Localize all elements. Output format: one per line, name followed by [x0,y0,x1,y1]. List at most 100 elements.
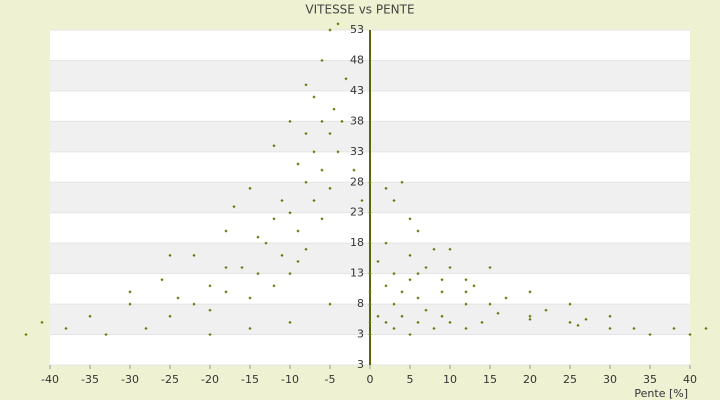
point [272,144,276,148]
point [336,22,340,26]
point [320,58,324,63]
point [256,272,260,276]
point [368,332,372,337]
y-tick-label: 43 [350,84,364,97]
point [320,217,324,221]
point [448,265,452,270]
point [272,217,276,221]
x-tick-label: 40 [683,373,697,386]
x-tick-label: 35 [643,373,657,386]
x-tick-label: 5 [407,373,414,386]
point [424,308,428,312]
point [496,311,500,315]
point [528,314,532,318]
point [336,150,340,154]
point [368,302,372,306]
point [304,247,308,251]
point [384,241,388,245]
point [304,180,308,184]
y-tick-label: 3 [357,358,364,371]
point [384,186,388,190]
point [448,320,452,324]
point [248,326,252,331]
point [544,308,548,312]
point [368,272,372,276]
point [344,77,348,81]
point [144,326,148,331]
point [224,229,228,233]
point [240,265,244,270]
point [632,326,636,331]
point [576,323,580,328]
point [528,317,532,321]
point [128,302,132,306]
point [416,296,420,300]
point [488,265,492,270]
x-tick-label: -5 [325,373,336,386]
point [584,317,588,321]
point [280,198,284,203]
x-tick-label: 25 [563,373,577,386]
point [288,211,292,215]
point [400,180,404,184]
point [332,107,336,111]
point [400,290,404,294]
point [376,259,380,264]
x-tick-label: -10 [281,373,299,386]
point [488,302,492,306]
point [408,278,412,282]
point [408,253,412,257]
point [208,284,212,288]
point [424,265,428,270]
point [296,229,300,233]
point [392,302,396,306]
y-tick-label: 8 [357,297,364,310]
x-tick-label: -30 [121,373,139,386]
point [480,320,484,324]
point [416,272,420,276]
point [448,247,452,251]
point [568,320,572,324]
point [408,217,412,221]
point [208,332,212,337]
point [368,241,372,245]
point [360,198,364,203]
point [328,131,332,136]
x-tick-label: -35 [81,373,99,386]
point [312,198,316,203]
point [192,302,196,306]
point [264,241,268,245]
point [248,186,252,190]
x-tick-label: 0 [367,373,374,386]
point [376,314,380,318]
point [340,119,344,123]
point [416,229,420,233]
point [608,314,612,318]
y-tick-label: 3 [357,328,364,341]
point [304,131,308,136]
point [296,162,300,166]
point [304,83,308,87]
x-tick-label: -25 [161,373,179,386]
point [40,320,44,324]
point [464,278,468,282]
point [384,320,388,324]
point [288,272,292,276]
point [392,272,396,276]
point [288,119,292,123]
point [312,150,316,154]
point [400,314,404,318]
point [416,320,420,324]
point [328,186,332,190]
point [464,326,468,331]
point [232,205,236,209]
x-tick-label: 10 [443,373,457,386]
y-tick-label: 38 [350,114,364,127]
y-tick-label: 48 [350,53,364,66]
point [568,302,572,306]
y-tick-label: 18 [350,236,364,249]
point [472,284,476,288]
point [648,332,652,337]
x-tick-label: -20 [201,373,219,386]
point [224,265,228,270]
